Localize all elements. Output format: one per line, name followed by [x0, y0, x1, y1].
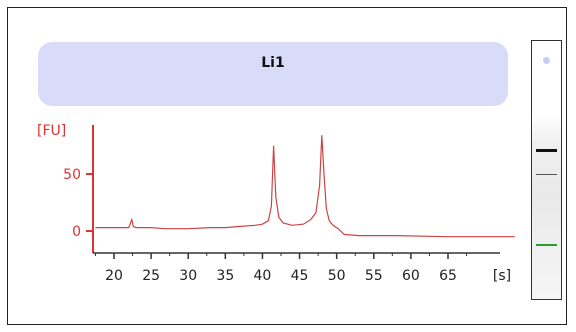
x-tick-label: 55: [365, 268, 383, 284]
gel-band-2: [536, 174, 557, 175]
x-axis-label: [s]: [493, 268, 511, 284]
gel-band-3: [536, 244, 557, 246]
x-tick-label: 65: [439, 268, 457, 284]
x-tick-label: 30: [179, 268, 197, 284]
x-tick-label: 40: [254, 268, 272, 284]
x-tick-label: 35: [216, 268, 234, 284]
x-tick-label: 45: [291, 268, 309, 284]
y-tick-label: 50: [63, 167, 81, 183]
x-tick-label: 50: [328, 268, 346, 284]
gel-marker-dot: [543, 57, 550, 64]
x-tick-label: 25: [142, 268, 160, 284]
y-tick-label: 0: [72, 224, 81, 240]
chart-title: Li1: [261, 55, 285, 71]
series-line-0: [95, 135, 515, 238]
y-axis-label: [FU]: [37, 123, 66, 139]
x-tick-label: 60: [402, 268, 420, 284]
sample-title-bar: Li1: [38, 42, 508, 106]
x-tick-label: 20: [105, 268, 123, 284]
gel-lane: [531, 40, 562, 300]
gel-band-1: [536, 149, 557, 152]
